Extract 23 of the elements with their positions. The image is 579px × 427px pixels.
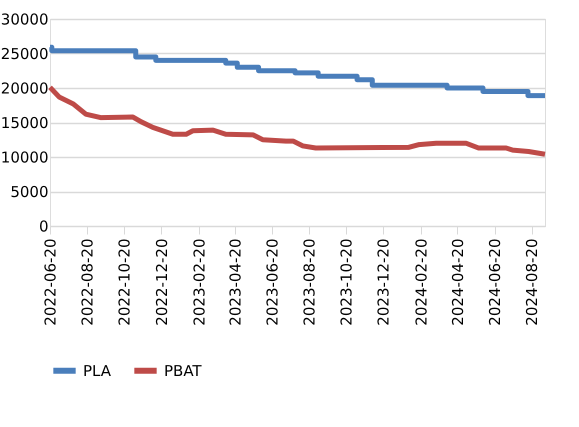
x-tick-label: 2022-06-20	[42, 238, 60, 326]
x-tick-label: 2024-04-20	[448, 238, 467, 326]
x-tick-label: 2023-08-20	[300, 238, 319, 326]
y-tick-label: 5000	[10, 183, 48, 201]
y-tick-label: 0	[38, 218, 48, 236]
y-tick-label: 25000	[0, 45, 48, 63]
y-tick-label: 20000	[0, 80, 48, 98]
y-tick-label: 30000	[0, 10, 48, 28]
x-tick-label: 2023-02-20	[190, 238, 208, 326]
x-tick-label: 2022-12-20	[152, 238, 171, 326]
y-tick-label: 15000	[0, 114, 48, 132]
x-tick-label: 2024-02-20	[412, 238, 430, 326]
legend-label: PBAT	[164, 362, 202, 380]
x-tick-label: 2022-10-20	[116, 238, 134, 326]
legend-label: PLA	[83, 362, 112, 380]
x-tick-label: 2024-08-20	[523, 238, 542, 326]
x-tick-label: 2023-06-20	[263, 238, 282, 326]
x-tick-label: 2023-10-20	[338, 238, 356, 326]
y-tick-label: 10000	[0, 148, 48, 166]
x-tick-label: 2022-08-20	[78, 238, 97, 326]
x-tick-label: 2023-04-20	[226, 238, 244, 326]
x-tick-label: 2023-12-20	[374, 238, 393, 326]
x-tick-label: 2024-06-20	[486, 238, 504, 326]
